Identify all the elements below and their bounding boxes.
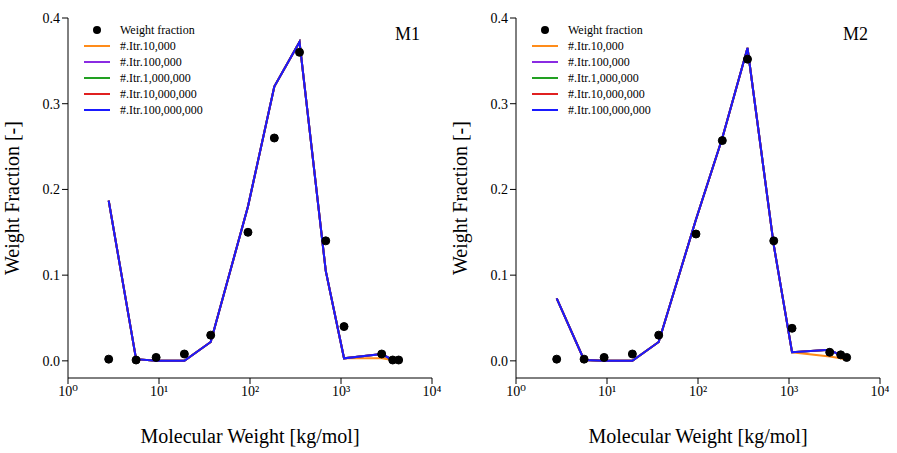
svg-text:0.2: 0.2 bbox=[43, 182, 61, 197]
svg-text:10³: 10³ bbox=[780, 384, 798, 399]
html-text:#.Itr.100,000,000: #.Itr.100,000,000 bbox=[120, 103, 203, 117]
svg-text:0.4: 0.4 bbox=[491, 11, 509, 26]
svg-text:10⁴: 10⁴ bbox=[871, 384, 889, 399]
svg-text:10⁰: 10⁰ bbox=[58, 384, 78, 399]
svg-text:10²: 10² bbox=[689, 384, 707, 399]
html-text:M2: M2 bbox=[843, 24, 868, 44]
html-text:#.Itr.10,000,000: #.Itr.10,000,000 bbox=[568, 87, 645, 101]
svg-text:0.1: 0.1 bbox=[43, 268, 61, 283]
svg-text:10³: 10³ bbox=[332, 384, 350, 399]
svg-text:Molecular Weight [kg/mol]: Molecular Weight [kg/mol] bbox=[588, 425, 807, 448]
html-text:#.Itr.100,000,000: #.Itr.100,000,000 bbox=[568, 103, 651, 117]
svg-text:0.4: 0.4 bbox=[43, 11, 61, 26]
svg-text:0.2: 0.2 bbox=[491, 182, 509, 197]
html-text:#.Itr.10,000,000: #.Itr.10,000,000 bbox=[120, 87, 197, 101]
svg-text:10¹: 10¹ bbox=[150, 384, 168, 399]
html-text:Weight fraction: Weight fraction bbox=[120, 23, 195, 37]
html-text:#.Itr.10,000: #.Itr.10,000 bbox=[568, 39, 624, 53]
svg-text:Molecular Weight [kg/mol]: Molecular Weight [kg/mol] bbox=[140, 425, 359, 448]
svg-text:10⁰: 10⁰ bbox=[506, 384, 526, 399]
html-text:#.Itr.10,000: #.Itr.10,000 bbox=[120, 39, 176, 53]
html-text:#.Itr.100,000: #.Itr.100,000 bbox=[120, 55, 182, 69]
svg-text:10⁴: 10⁴ bbox=[423, 384, 442, 399]
svg-text:0.3: 0.3 bbox=[43, 97, 61, 112]
svg-text:Weight Fraction [-]: Weight Fraction [-] bbox=[449, 121, 472, 275]
html-text:#.Itr.1,000,000: #.Itr.1,000,000 bbox=[568, 71, 639, 85]
svg-text:10¹: 10¹ bbox=[598, 384, 616, 399]
svg-text:0.3: 0.3 bbox=[491, 97, 509, 112]
svg-text:0.0: 0.0 bbox=[491, 354, 509, 369]
html-text:Weight fraction: Weight fraction bbox=[568, 23, 643, 37]
svg-text:10²: 10² bbox=[241, 384, 259, 399]
svg-text:0.0: 0.0 bbox=[43, 354, 61, 369]
html-text:#.Itr.100,000: #.Itr.100,000 bbox=[568, 55, 630, 69]
html-text:#.Itr.1,000,000: #.Itr.1,000,000 bbox=[120, 71, 191, 85]
svg-text:0.1: 0.1 bbox=[491, 268, 509, 283]
html-text:M1: M1 bbox=[395, 24, 420, 44]
svg-text:Weight Fraction [-]: Weight Fraction [-] bbox=[8, 121, 24, 275]
